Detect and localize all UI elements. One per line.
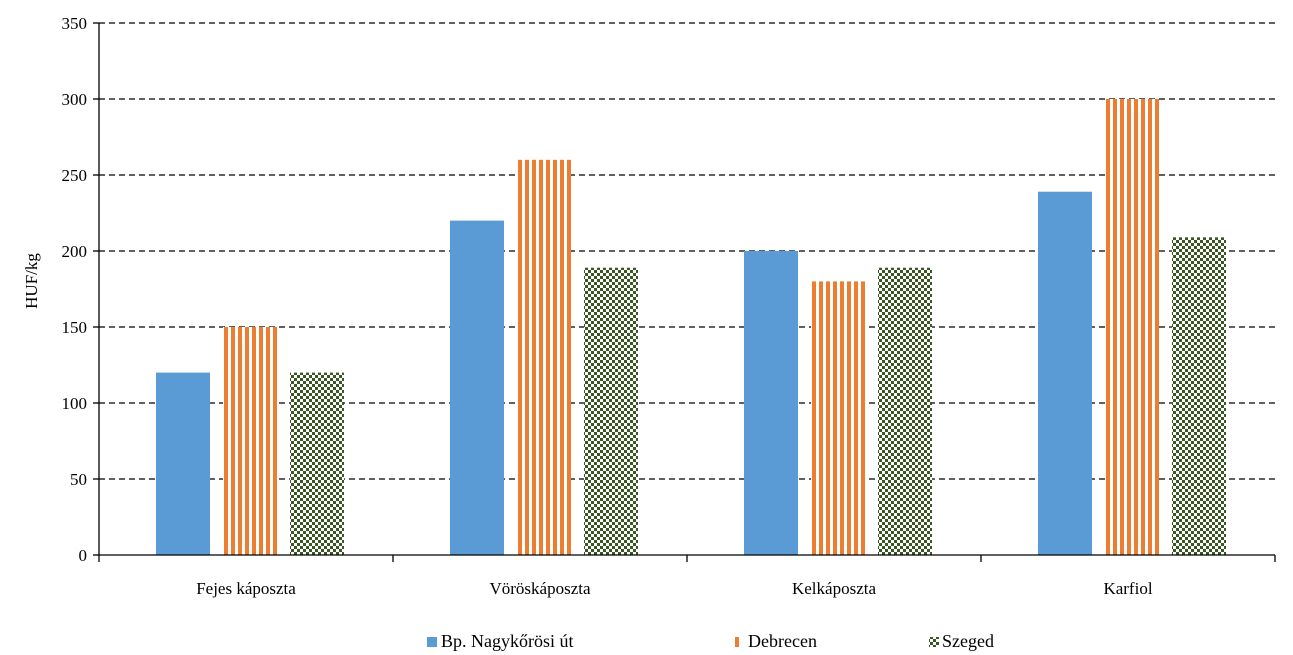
x-tick-label: Karfiol <box>1103 579 1152 598</box>
legend-label: Szeged <box>942 631 994 651</box>
axes <box>93 22 1276 562</box>
legend-swatch <box>427 637 437 647</box>
bar <box>584 267 638 555</box>
bar <box>517 159 571 556</box>
legend-swatch <box>929 637 939 647</box>
x-tick-label: Kelkáposzta <box>792 579 876 598</box>
bar <box>744 251 798 555</box>
bar <box>1105 99 1159 555</box>
bar <box>156 372 210 555</box>
bar <box>290 372 344 555</box>
bar <box>1172 237 1226 555</box>
bar <box>223 327 277 555</box>
y-tick-label: 200 <box>62 242 88 261</box>
tick-labels: 0 50 100 150 200 250 300 350 Fejes káposzta Vörös… <box>62 14 1153 598</box>
bars <box>156 99 1226 556</box>
y-tick-label: 0 <box>79 546 88 565</box>
legend-label: Bp. Nagykőrösi út <box>441 631 574 651</box>
y-tick-label: 150 <box>62 318 88 337</box>
legend-label: Debrecen <box>748 631 817 651</box>
legend-swatch <box>735 637 741 647</box>
y-tick-label: 250 <box>62 166 88 185</box>
legend: Bp. Nagykőrösi út Debrecen Szeged <box>427 631 994 651</box>
bar <box>450 220 504 555</box>
y-tick-label: 50 <box>70 470 87 489</box>
x-tick-label: Fejes káposzta <box>196 579 296 598</box>
bar <box>878 267 932 555</box>
bar <box>1038 191 1092 555</box>
x-tick-label: Vöröskáposzta <box>489 579 590 598</box>
y-tick-label: 100 <box>62 394 88 413</box>
bar <box>811 281 865 555</box>
y-tick-label: 350 <box>62 14 88 33</box>
y-axis-title: HUF/kg <box>22 253 41 309</box>
y-tick-label: 300 <box>62 90 88 109</box>
